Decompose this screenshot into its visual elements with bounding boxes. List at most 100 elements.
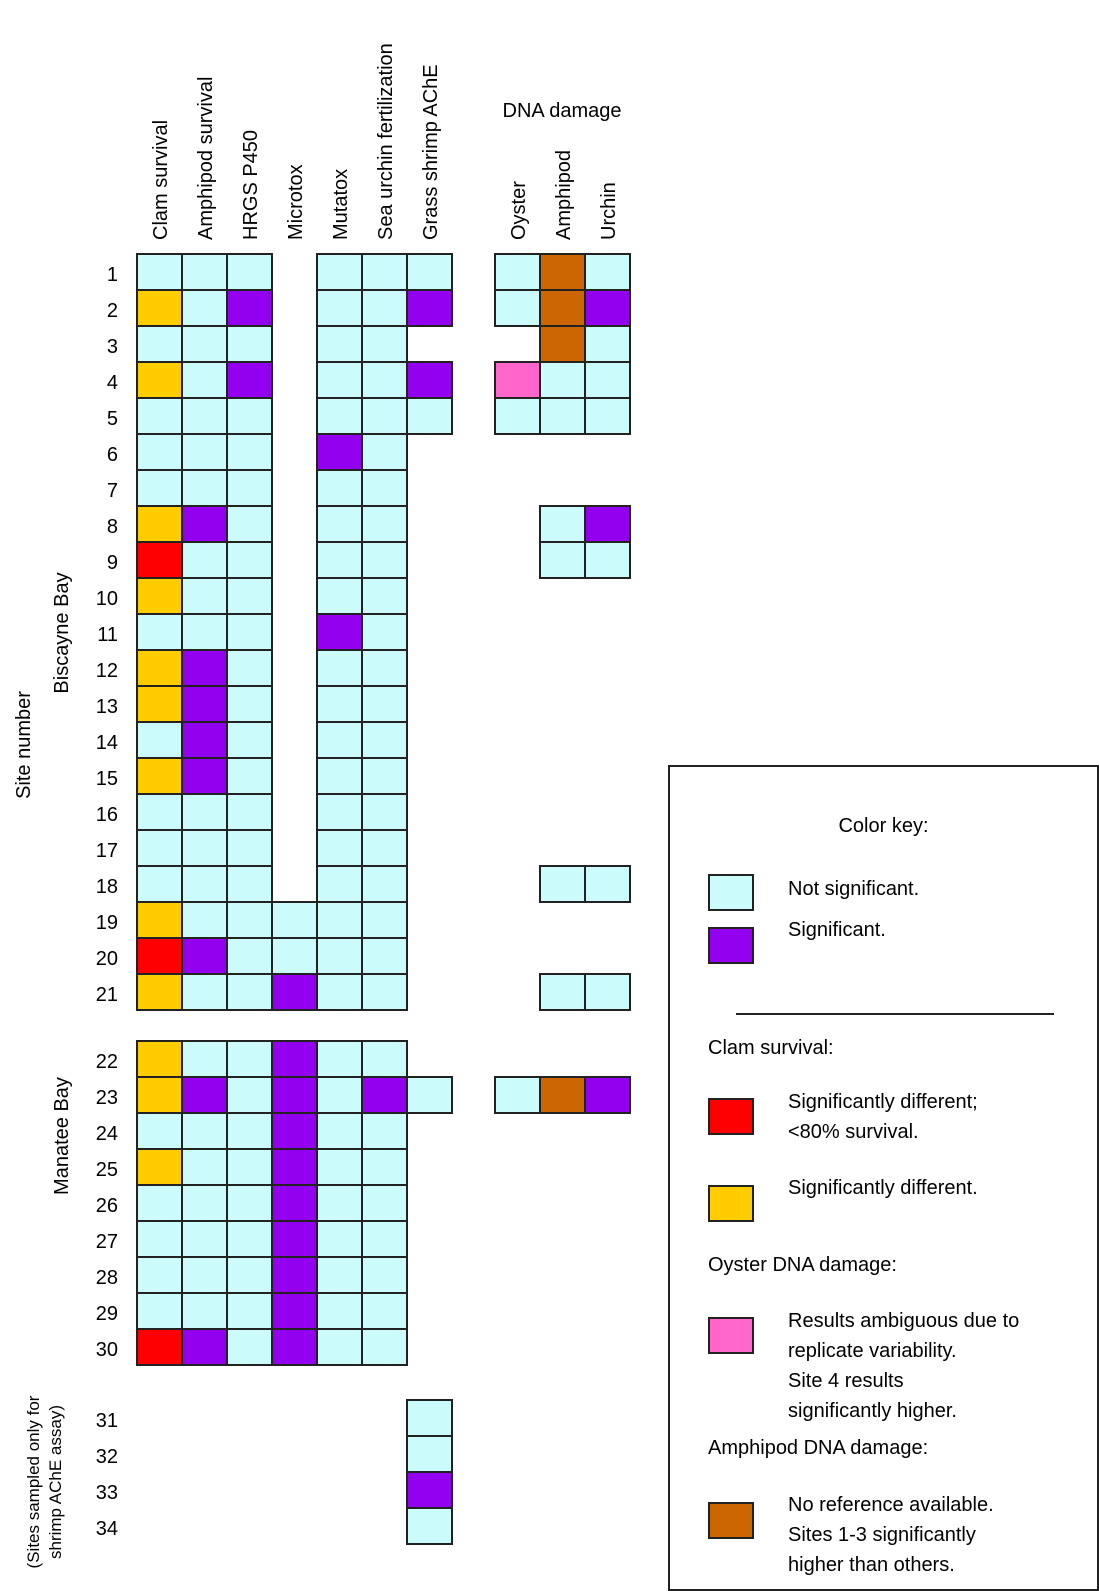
- cell-site-14-urchin_fert: [361, 721, 408, 759]
- cell-site-28-urchin_fert: [361, 1256, 408, 1294]
- cell-site-4-urchin_fert: [361, 361, 408, 399]
- cell-site-11-clam: [136, 613, 183, 651]
- cell-site-26-mutatox: [316, 1184, 363, 1222]
- cell-site-23-mutatox: [316, 1076, 363, 1114]
- cell-site-4-hrgs: [226, 361, 273, 399]
- cell-site-20-clam: [136, 937, 183, 975]
- cell-site-23-dna_urchin: [584, 1076, 631, 1114]
- cell-site-2-mutatox: [316, 289, 363, 327]
- cell-site-6-hrgs: [226, 433, 273, 471]
- cell-site-5-hrgs: [226, 397, 273, 435]
- swatch-clam-red: [708, 1098, 754, 1135]
- cell-site-4-dna_oyster: [494, 361, 541, 399]
- swatch-amphipod-no-reference: [708, 1502, 754, 1539]
- cell-site-29-hrgs: [226, 1292, 273, 1330]
- cell-site-22-mutatox: [316, 1040, 363, 1078]
- cell-site-2-dna_urchin: [584, 289, 631, 327]
- cell-site-24-mutatox: [316, 1112, 363, 1150]
- cell-site-10-amphipod: [181, 577, 228, 615]
- cell-site-8-hrgs: [226, 505, 273, 543]
- site-label-8: 8: [107, 516, 118, 538]
- cell-site-25-amphipod: [181, 1148, 228, 1186]
- cell-site-18-hrgs: [226, 865, 273, 903]
- cell-site-9-amphipod: [181, 541, 228, 579]
- cell-site-16-hrgs: [226, 793, 273, 831]
- legend-divider: [736, 1013, 1054, 1015]
- cell-site-22-amphipod: [181, 1040, 228, 1078]
- legend-amphipod-2: Sites 1-3 significantly: [788, 1524, 976, 1546]
- cell-site-5-mutatox: [316, 397, 363, 435]
- cell-site-12-hrgs: [226, 649, 273, 687]
- cell-site-33-shrimp: [406, 1471, 453, 1509]
- cell-site-4-clam: [136, 361, 183, 399]
- cell-site-4-dna_amphipod: [539, 361, 586, 399]
- site-label-9: 9: [107, 552, 118, 574]
- site-label-28: 28: [96, 1267, 118, 1289]
- cell-site-8-clam: [136, 505, 183, 543]
- cell-site-1-urchin_fert: [361, 253, 408, 291]
- cell-site-1-shrimp: [406, 253, 453, 291]
- column-header-shrimp: Grass shrimp AChE: [420, 64, 442, 240]
- cell-site-3-clam: [136, 325, 183, 363]
- site-label-25: 25: [96, 1159, 118, 1181]
- swatch-clam-yellow: [708, 1185, 754, 1222]
- column-header-hrgs: HRGS P450: [240, 130, 262, 240]
- cell-site-12-amphipod: [181, 649, 228, 687]
- cell-site-10-hrgs: [226, 577, 273, 615]
- legend-clam-yellow: Significantly different.: [788, 1177, 978, 1199]
- cell-site-20-amphipod: [181, 937, 228, 975]
- cell-site-3-dna_amphipod: [539, 325, 586, 363]
- swatch-significant: [708, 927, 754, 964]
- cell-site-23-microtox: [271, 1076, 318, 1114]
- cell-site-3-mutatox: [316, 325, 363, 363]
- cell-site-10-mutatox: [316, 577, 363, 615]
- site-label-15: 15: [96, 768, 118, 790]
- cell-site-8-mutatox: [316, 505, 363, 543]
- cell-site-13-hrgs: [226, 685, 273, 723]
- cell-site-16-mutatox: [316, 793, 363, 831]
- site-label-34: 34: [96, 1518, 118, 1540]
- legend-title: Color key:: [838, 815, 929, 837]
- cell-site-20-urchin_fert: [361, 937, 408, 975]
- cell-site-1-amphipod: [181, 253, 228, 291]
- legend-amphipod-3: higher than others.: [788, 1554, 955, 1576]
- dna-damage-group-label: DNA damage: [503, 100, 622, 122]
- cell-site-9-dna_urchin: [584, 541, 631, 579]
- cell-site-19-clam: [136, 901, 183, 939]
- cell-site-1-dna_oyster: [494, 253, 541, 291]
- cell-site-13-clam: [136, 685, 183, 723]
- site-label-19: 19: [96, 912, 118, 934]
- legend-oyster-heading: Oyster DNA damage:: [708, 1254, 897, 1276]
- cell-site-6-urchin_fert: [361, 433, 408, 471]
- site-label-12: 12: [96, 660, 118, 682]
- labels-layer: 1234567891011121314151617181920212223242…: [13, 43, 621, 1568]
- cell-site-23-dna_amphipod: [539, 1076, 586, 1114]
- cell-site-23-clam: [136, 1076, 183, 1114]
- cell-site-5-urchin_fert: [361, 397, 408, 435]
- cell-site-26-urchin_fert: [361, 1184, 408, 1222]
- cell-site-5-shrimp: [406, 397, 453, 435]
- cell-site-16-urchin_fert: [361, 793, 408, 831]
- cell-site-25-mutatox: [316, 1148, 363, 1186]
- cell-site-24-urchin_fert: [361, 1112, 408, 1150]
- swatch-oyster-ambiguous: [708, 1317, 754, 1354]
- cell-site-2-dna_amphipod: [539, 289, 586, 327]
- cell-site-12-mutatox: [316, 649, 363, 687]
- legend-clam-red-1: Significantly different;: [788, 1091, 978, 1113]
- cell-site-24-amphipod: [181, 1112, 228, 1150]
- cell-site-3-dna_urchin: [584, 325, 631, 363]
- cell-site-3-urchin_fert: [361, 325, 408, 363]
- cell-site-4-dna_urchin: [584, 361, 631, 399]
- cell-site-23-urchin_fert: [361, 1076, 408, 1114]
- cell-site-14-amphipod: [181, 721, 228, 759]
- cell-site-25-urchin_fert: [361, 1148, 408, 1186]
- cell-site-21-urchin_fert: [361, 973, 408, 1011]
- cell-site-8-dna_amphipod: [539, 505, 586, 543]
- cell-site-28-amphipod: [181, 1256, 228, 1294]
- cell-site-10-clam: [136, 577, 183, 615]
- cell-site-22-clam: [136, 1040, 183, 1078]
- cell-site-18-dna_urchin: [584, 865, 631, 903]
- cell-site-30-clam: [136, 1328, 183, 1366]
- region-label-shrimp-only-line1: (Sites sampled only for: [24, 1395, 43, 1568]
- cell-site-27-urchin_fert: [361, 1220, 408, 1258]
